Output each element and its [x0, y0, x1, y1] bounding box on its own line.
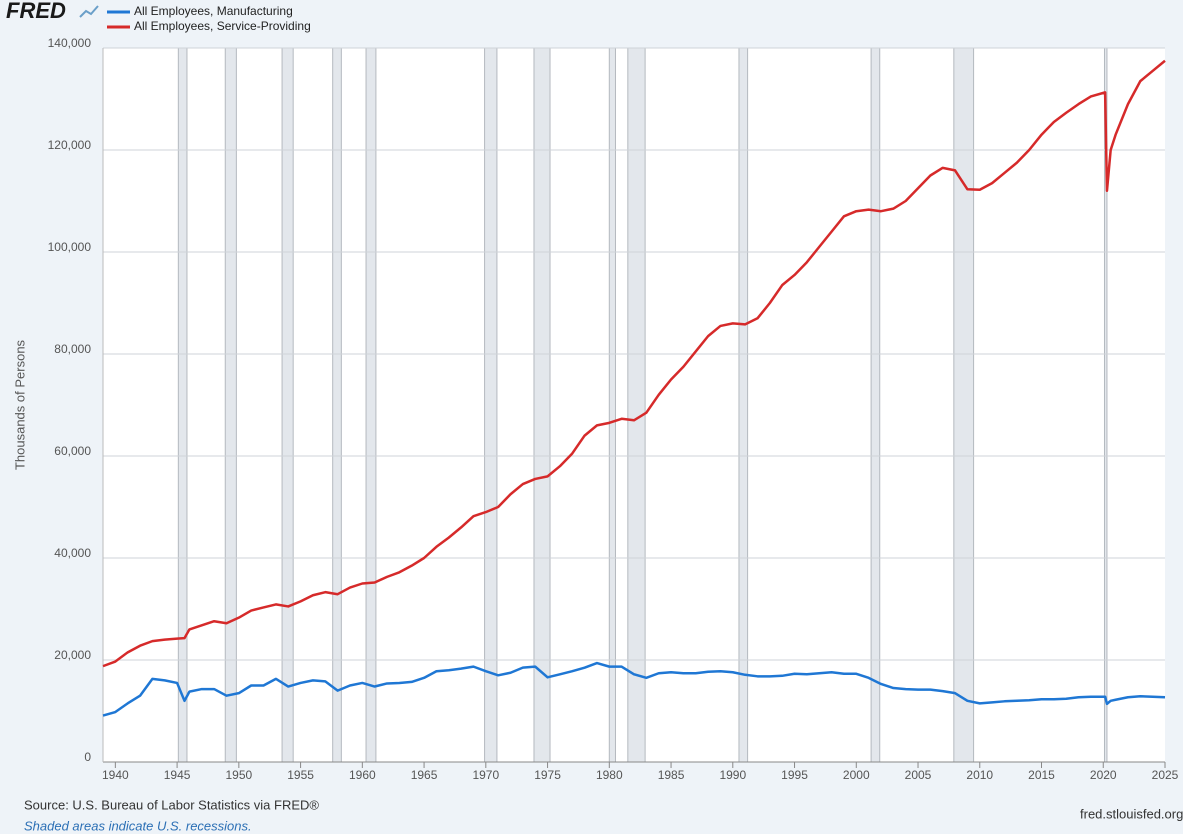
x-tick-label: 2025	[1152, 768, 1179, 782]
x-tick-label: 2000	[843, 768, 870, 782]
y-axis-label: Thousands of Persons	[12, 339, 27, 470]
y-tick-label: 120,000	[48, 138, 92, 152]
x-tick-label: 2015	[1028, 768, 1055, 782]
y-tick-label: 80,000	[54, 342, 91, 356]
x-tick-label: 1960	[349, 768, 376, 782]
x-tick-label: 1970	[472, 768, 499, 782]
y-tick-label: 100,000	[48, 240, 92, 254]
source: Source: U.S. Bureau of Labor Statistics …	[24, 797, 319, 812]
credit: fred.stlouisfed.org	[1080, 806, 1183, 821]
y-tick-label: 40,000	[54, 546, 91, 560]
recession-band	[484, 47, 498, 763]
legend-label: All Employees, Manufacturing	[134, 4, 293, 18]
y-tick-label: 20,000	[54, 648, 91, 662]
recession-band	[177, 47, 188, 763]
note: Shaded areas indicate U.S. recessions.	[24, 818, 252, 833]
y-tick-label: 140,000	[48, 36, 92, 50]
recession-band	[953, 47, 975, 763]
x-tick-label: 1955	[287, 768, 314, 782]
logo: FRED	[6, 0, 66, 23]
series-line	[102, 59, 1166, 668]
recession-band	[332, 47, 342, 763]
x-tick-label: 1965	[411, 768, 438, 782]
recession-band	[870, 47, 881, 763]
x-tick-label: 1940	[102, 768, 129, 782]
logo-icon	[79, 5, 99, 18]
recession-band	[224, 47, 237, 763]
x-tick-label: 1990	[719, 768, 746, 782]
recession-band	[365, 47, 377, 763]
x-tick-label: 1975	[534, 768, 561, 782]
recession-band	[281, 47, 294, 763]
recession-band	[738, 47, 749, 763]
x-tick-label: 1980	[596, 768, 623, 782]
x-tick-label: 2005	[905, 768, 932, 782]
x-tick-label: 2020	[1090, 768, 1117, 782]
x-tick-label: 1995	[781, 768, 808, 782]
legend-label: All Employees, Service-Providing	[134, 19, 311, 33]
x-tick-label: 1985	[658, 768, 685, 782]
series-line	[102, 661, 1166, 717]
recession-band	[627, 47, 646, 763]
recession-band	[533, 47, 551, 763]
x-tick-label: 2010	[966, 768, 993, 782]
x-tick-label: 1950	[225, 768, 252, 782]
y-tick-label: 0	[84, 750, 91, 764]
recession-band	[608, 47, 616, 763]
y-tick-label: 60,000	[54, 444, 91, 458]
x-tick-label: 1945	[164, 768, 191, 782]
